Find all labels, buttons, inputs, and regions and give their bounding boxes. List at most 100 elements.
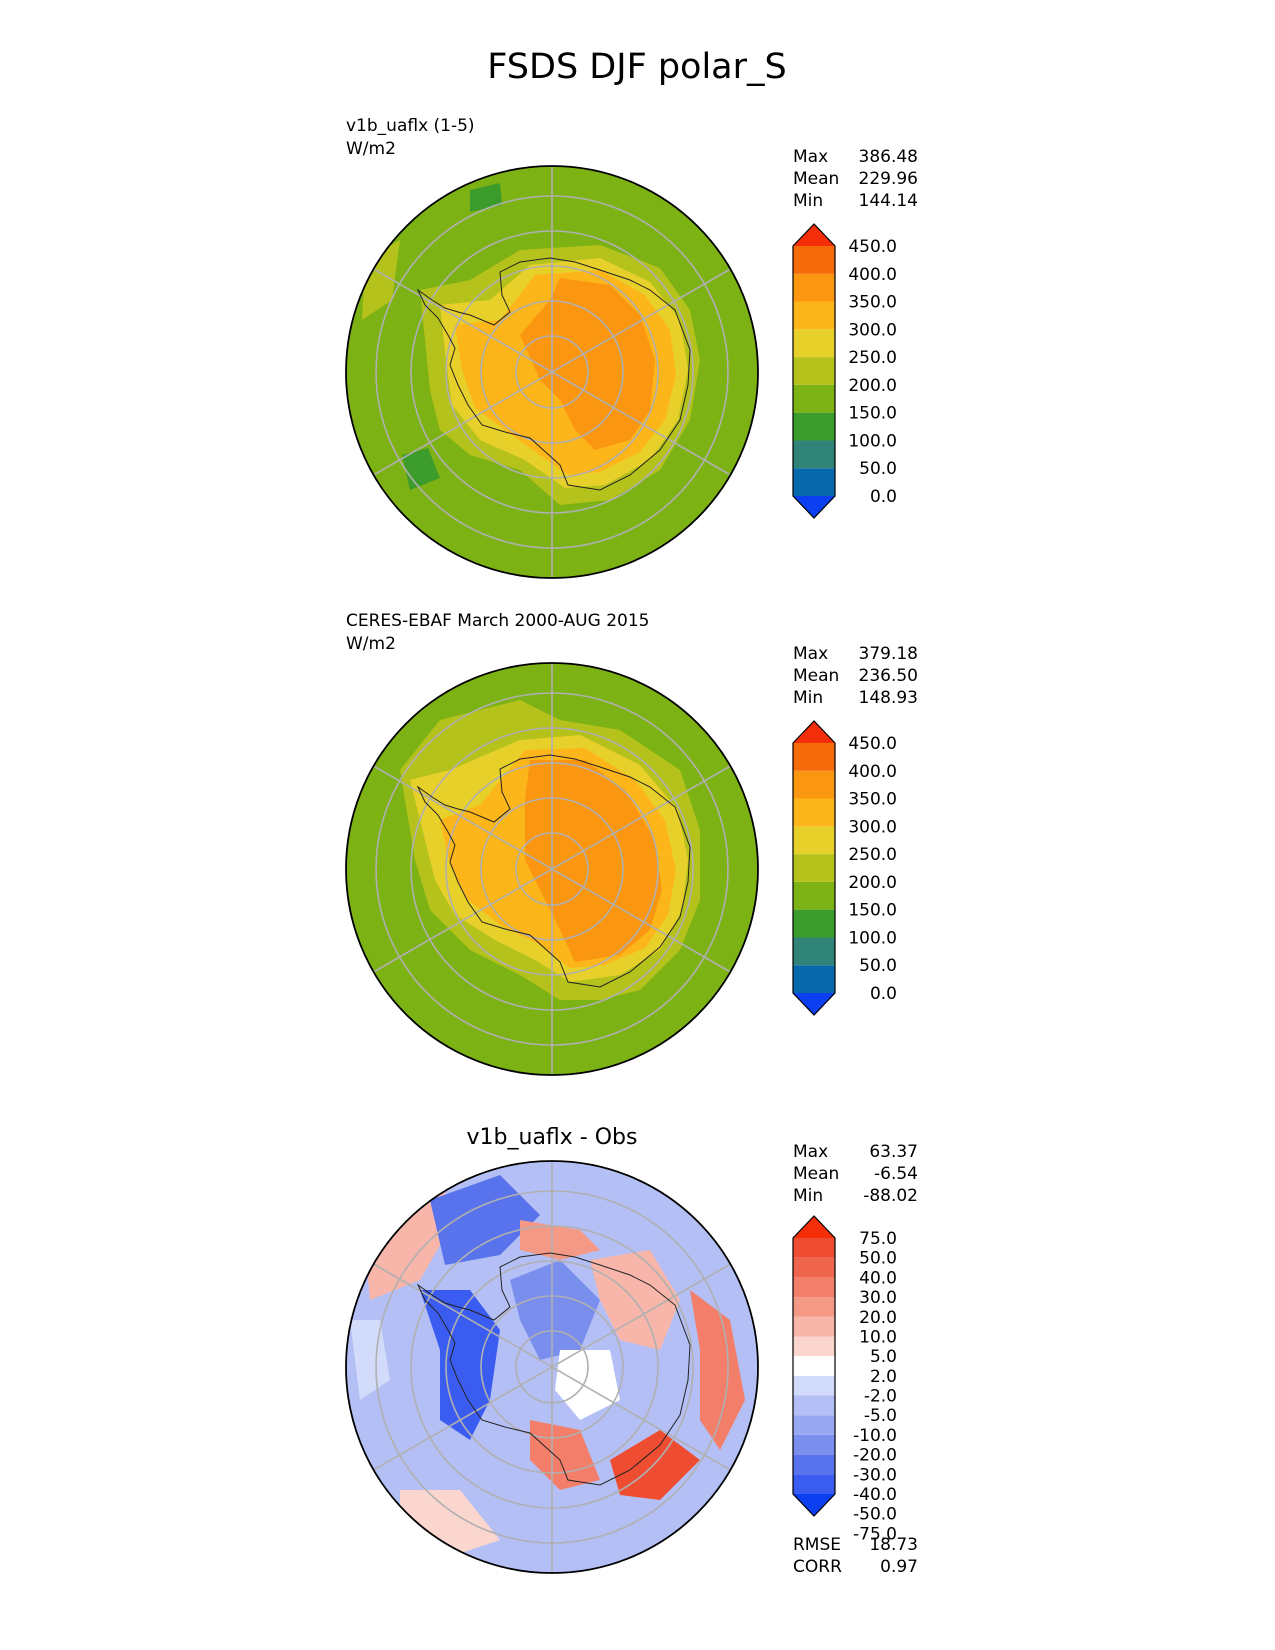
colorbar-swatch (793, 412, 835, 441)
colorbar-outline (792, 1215, 836, 1517)
colorbar-swatch (793, 1474, 835, 1494)
colorbar-tick-label: 150.0 (848, 901, 897, 921)
colorbar-swatch (793, 881, 835, 910)
stat-value: 63.37 (869, 1142, 918, 1162)
colorbar-tick-label: 0.0 (870, 984, 897, 1004)
stat-value: 386.48 (859, 147, 918, 167)
colorbar-swatch (793, 721, 835, 743)
colorbar-tick-label: -2.0 (864, 1387, 897, 1407)
colorbar-swatch (793, 1238, 835, 1258)
colorbar-swatch (793, 909, 835, 938)
colorbar-tick-label: 10.0 (859, 1327, 897, 1347)
stat-value: 236.50 (859, 666, 918, 686)
colorbar-swatch (793, 301, 835, 330)
stat-value: 379.18 (859, 644, 918, 664)
panel-title: v1b_uaflx - Obs (467, 1125, 638, 1150)
colorbar: 450.0 400.0 350.0 300.0 250.0 200.0 150.0 100.0… (792, 223, 897, 519)
colorbar-swatch (793, 1336, 835, 1357)
coastline (416, 754, 691, 988)
stat-label: Min (793, 688, 823, 708)
colorbar-tick-label: 5.0 (870, 1347, 897, 1367)
panel-model: v1b_uaflx (1-5) W/m2 (345, 116, 918, 579)
colorbar-tick-label: 2.0 (870, 1367, 897, 1387)
stat-label: Min (793, 191, 823, 211)
colorbar-swatch (793, 384, 835, 413)
stat-label: CORR (793, 1557, 842, 1577)
coastline (416, 257, 691, 491)
colorbar-tick-label: -50.0 (853, 1505, 897, 1525)
colorbar-tick-label: 75.0 (859, 1229, 897, 1249)
map-boundary (345, 1160, 759, 1574)
graticule (373, 166, 731, 578)
colorbar-tick-label: 100.0 (848, 928, 897, 948)
stat-value: -6.54 (874, 1164, 918, 1184)
stat-label: RMSE (793, 1535, 841, 1555)
stats-block: Max 379.18 Mean 236.50 Min 148.93 (793, 644, 918, 708)
colorbar-swatch (793, 1316, 835, 1337)
colorbar-tick-label: -30.0 (853, 1465, 897, 1485)
panel-observation: CERES-EBAF March 2000-AUG 2015 W/m2 (345, 611, 918, 1076)
colorbar-swatch (793, 854, 835, 882)
stat-label: Max (793, 147, 828, 167)
colorbar-tick-label: -20.0 (853, 1446, 897, 1466)
colorbar-outline (792, 720, 836, 1016)
colorbar-tick-label: -75.0 (853, 1524, 897, 1544)
panel-title: CERES-EBAF March 2000-AUG 2015 (346, 611, 649, 631)
colorbar-tick-label: 250.0 (848, 348, 897, 368)
colorbar-tick-label: 20.0 (859, 1308, 897, 1328)
colorbar-swatch (793, 937, 835, 966)
colorbar-tick-label: -5.0 (864, 1406, 897, 1426)
colorbar-swatch (793, 798, 835, 827)
stat-label: Mean (793, 1164, 839, 1184)
colorbar-swatch (793, 329, 835, 358)
colorbar-swatch (793, 1395, 835, 1416)
figure-title: FSDS DJF polar_S (487, 47, 786, 87)
panel-difference: v1b_uaflx - Obs (345, 1125, 918, 1577)
colorbar-swatch (793, 246, 835, 274)
panel-units: W/m2 (346, 634, 396, 654)
colorbar-tick-label: 50.0 (859, 1249, 897, 1269)
colorbar-tick-label: 150.0 (848, 404, 897, 424)
colorbar-tick-label: 350.0 (848, 790, 897, 810)
stat-value: 229.96 (859, 169, 918, 189)
colorbar-swatch (793, 1434, 835, 1455)
colorbar-tick-label: 0.0 (870, 487, 897, 507)
colorbar-tick-label: 300.0 (848, 817, 897, 837)
colorbar-swatch (793, 993, 835, 1015)
colorbar-tick-label: 350.0 (848, 293, 897, 313)
colorbar-tick-label: 400.0 (848, 265, 897, 285)
map-boundary (345, 662, 759, 1076)
stat-value: 144.14 (859, 191, 918, 211)
colorbar-tick-label: 50.0 (859, 459, 897, 479)
skill-stats: RMSE 18.73 CORR 0.97 (793, 1535, 918, 1577)
stat-value: 18.73 (869, 1535, 918, 1555)
colorbar-swatch (793, 1415, 835, 1435)
map-boundary (345, 165, 759, 579)
graticule (373, 663, 731, 1075)
colorbar-swatch (793, 1297, 835, 1317)
stat-label: Min (793, 1186, 823, 1206)
colorbar-tick-label: 40.0 (859, 1268, 897, 1288)
colorbar: 450.0 400.0 350.0 300.0 250.0 200.0 150.0 100.0… (792, 720, 897, 1016)
colorbar-swatch (793, 440, 835, 469)
colorbar-tick-label: 200.0 (848, 873, 897, 893)
colorbar-swatch (793, 743, 835, 771)
colorbar-swatch (793, 1356, 835, 1376)
map-field (346, 166, 758, 578)
colorbar-swatch (793, 1494, 835, 1516)
panel-title: v1b_uaflx (1-5) (346, 116, 475, 136)
coastline (416, 1252, 691, 1486)
stat-value: 148.93 (859, 688, 918, 708)
colorbar-swatch (793, 357, 835, 385)
stat-value: 0.97 (880, 1557, 918, 1577)
panel-units: W/m2 (346, 139, 396, 159)
colorbar-swatch (793, 826, 835, 855)
colorbar-swatch (793, 1216, 835, 1238)
colorbar-swatch (793, 1277, 835, 1298)
colorbar-swatch (793, 496, 835, 518)
stat-label: Mean (793, 666, 839, 686)
colorbar-swatch (793, 1257, 835, 1278)
stats-block: Max 63.37 Mean -6.54 Min -88.02 (793, 1142, 918, 1206)
